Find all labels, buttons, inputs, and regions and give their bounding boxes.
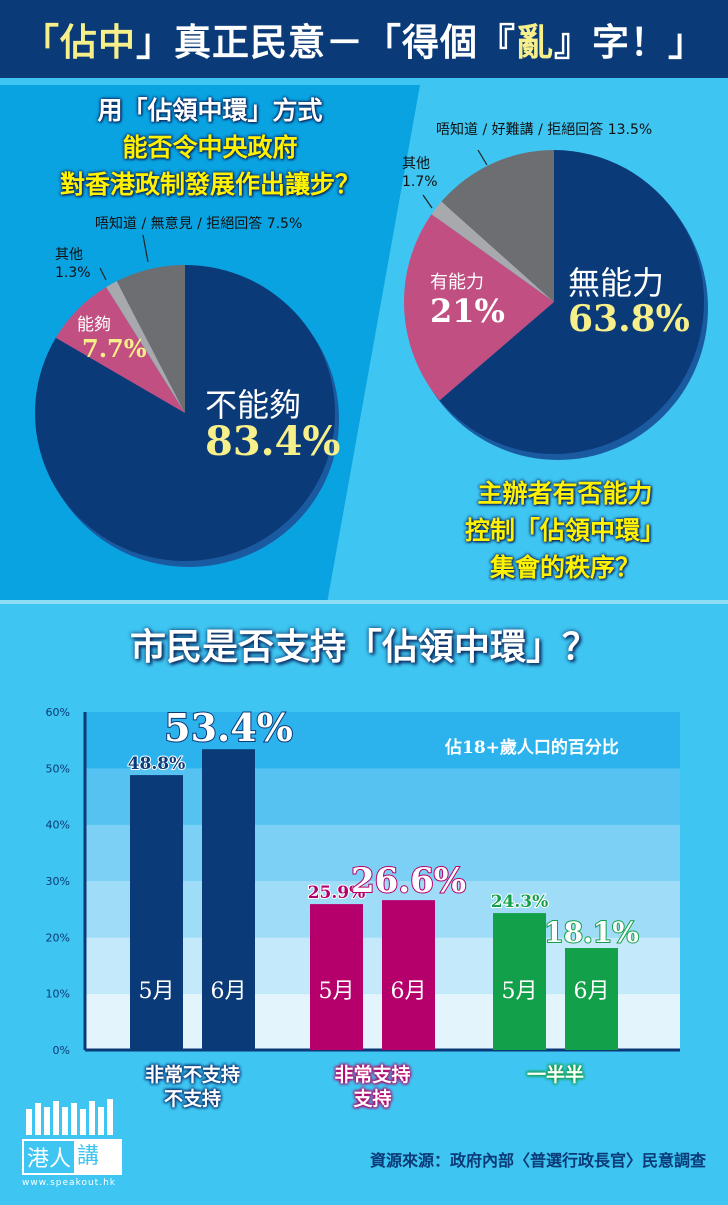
bar	[493, 913, 546, 1050]
pie2-value-cannot: 63.8%	[568, 298, 690, 340]
leader-line	[142, 234, 149, 263]
y-tick-label: 40%	[46, 819, 70, 832]
pie-slice	[106, 281, 185, 413]
q-line: 集會的秩序？	[489, 553, 640, 582]
leader-line	[477, 149, 488, 166]
pie-slice	[441, 150, 554, 302]
bar	[130, 775, 183, 1050]
pie1-label-can: 能夠	[77, 315, 111, 335]
page-title: 「佔中 」真正民意－「得個『亂』字！」	[0, 0, 728, 78]
bar-annotation: 佔18+歲人口的百分比	[445, 738, 619, 758]
bar-value-label: 18.1%	[544, 916, 639, 949]
pie2-label-can: 有能力	[430, 272, 484, 293]
pie-slice	[404, 214, 554, 401]
title-part: 「	[22, 20, 60, 64]
pie2-value-can: 21%	[430, 292, 505, 330]
logo-url: www.speakout.hk	[22, 1178, 116, 1188]
grid-band	[85, 768, 680, 825]
bar-chart: 0% 10% 20% 30% 40% 50% 60% 5月 48.8% 6月 53.4% 5月 25.9…	[46, 704, 680, 1057]
title-part: 佔中	[60, 20, 136, 64]
title-part: 」真正民意－「得個『	[136, 20, 516, 64]
pie-slice	[439, 150, 705, 455]
pie-slice	[34, 265, 335, 562]
bar-month-label: 6月	[211, 979, 247, 1004]
y-tick-label: 0%	[53, 1044, 70, 1057]
q-line: 控制「佔領中環」	[464, 516, 665, 545]
grid-band	[85, 712, 680, 769]
bar-value-label: 48.8%	[128, 754, 186, 774]
pie2-question: 主辦者有否能力 控制「佔領中環」 集會的秩序？	[400, 475, 728, 586]
bar-month-label: 5月	[319, 979, 355, 1004]
bar-value-label: 53.4%	[164, 705, 293, 750]
pie-slice	[431, 201, 554, 302]
y-tick-label: 60%	[46, 706, 70, 719]
q-line: 用「佔領中環」方式	[97, 96, 323, 125]
category-label: 一半半	[526, 1064, 584, 1086]
pie-slice	[116, 265, 185, 413]
pie2	[404, 150, 708, 460]
q-line: 主辦者有否能力	[477, 479, 653, 508]
bar-month-label: 5月	[139, 979, 175, 1004]
title-part: 』字！」	[554, 20, 706, 64]
pie1-question: 用「佔領中環」方式 能否令中央政府 對香港政制發展作出讓步？	[10, 92, 410, 203]
bar-chart-title: 市民是否支持「佔領中環」？	[129, 626, 598, 668]
bar	[202, 749, 255, 1050]
pie-slice	[55, 287, 185, 413]
title-part: 亂	[516, 20, 554, 64]
leader-line	[99, 267, 107, 281]
logo-text-part: 講地	[74, 1141, 120, 1201]
pie1	[34, 265, 339, 567]
y-tick-label: 30%	[46, 875, 70, 888]
pie1-label-other: 其他 1.3%	[55, 247, 91, 281]
y-tick-label: 50%	[46, 762, 70, 775]
bar-value-label: 24.3%	[491, 892, 549, 912]
logo: 港人 講地 www.speakout.hk	[22, 1095, 122, 1201]
grid-band	[85, 824, 680, 881]
bar-value-label: 25.9%	[308, 883, 366, 903]
bar-month-label: 5月	[502, 979, 538, 1004]
people-silhouette-icon	[26, 1099, 113, 1135]
pie1-label-dontknow: 唔知道 / 無意見 / 拒絕回答 7.5%	[95, 216, 303, 232]
leader-line	[422, 194, 433, 209]
source-note: 資源來源：政府內部〈普選行政長官〉民意調查	[369, 1151, 706, 1170]
bar-value-label: 26.6%	[351, 861, 466, 901]
bar-month-label: 6月	[574, 979, 610, 1004]
pie-charts	[34, 149, 708, 567]
y-tick-label: 20%	[46, 931, 70, 944]
pie2-label-cannot: 無能力	[568, 264, 665, 302]
pie2-label-other: 其他 1.7%	[402, 156, 438, 190]
q-line: 能否令中央政府	[122, 133, 298, 162]
pie1-label-cannot: 不能夠	[205, 386, 302, 424]
pie1-value-cannot: 83.4%	[205, 418, 341, 465]
bar	[382, 900, 435, 1050]
bar	[310, 904, 363, 1050]
pie1-value-can: 7.7%	[82, 334, 147, 363]
q-line: 對香港政制發展作出讓步？	[59, 170, 360, 199]
category-label: 非常支持 支持	[334, 1064, 411, 1110]
pie2-label-dontknow: 唔知道 / 好難講 / 拒絕回答 13.5%	[436, 122, 653, 138]
bar	[565, 948, 618, 1050]
category-label: 非常不支持 不支持	[144, 1064, 240, 1110]
bar-month-label: 6月	[391, 979, 427, 1004]
y-tick-label: 10%	[46, 988, 70, 1001]
